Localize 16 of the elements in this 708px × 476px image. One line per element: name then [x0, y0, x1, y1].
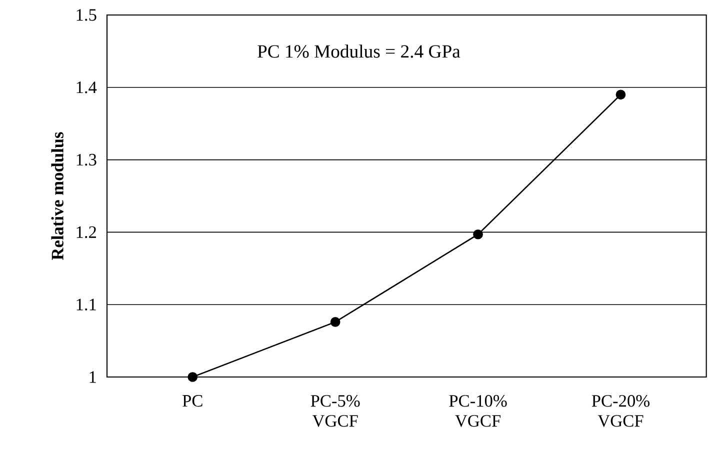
- y-tick-label: 1.3: [76, 154, 96, 166]
- point: [473, 229, 483, 240]
- annotation: PC 1% Modulus = 2.4 GPa: [258, 44, 460, 58]
- x-tick-label: PC-20% VGCF: [592, 395, 650, 427]
- y-tick-label: 1.4: [76, 82, 97, 94]
- x-tick-label: PC: [182, 395, 202, 407]
- point: [188, 372, 198, 382]
- point: [616, 90, 626, 100]
- y-tick-label: 1.2: [76, 226, 96, 238]
- y-tick-label: 1.1: [76, 298, 96, 310]
- point: [330, 317, 340, 327]
- x-tick-label: PC-5% VGCF: [310, 395, 360, 427]
- y-tick-label: 1.5: [76, 9, 96, 21]
- x-tick-label: PC-10% VGCF: [449, 395, 507, 427]
- y-axis-title: Relative modulus: [51, 132, 64, 260]
- y-tick-label: 1: [90, 371, 96, 383]
